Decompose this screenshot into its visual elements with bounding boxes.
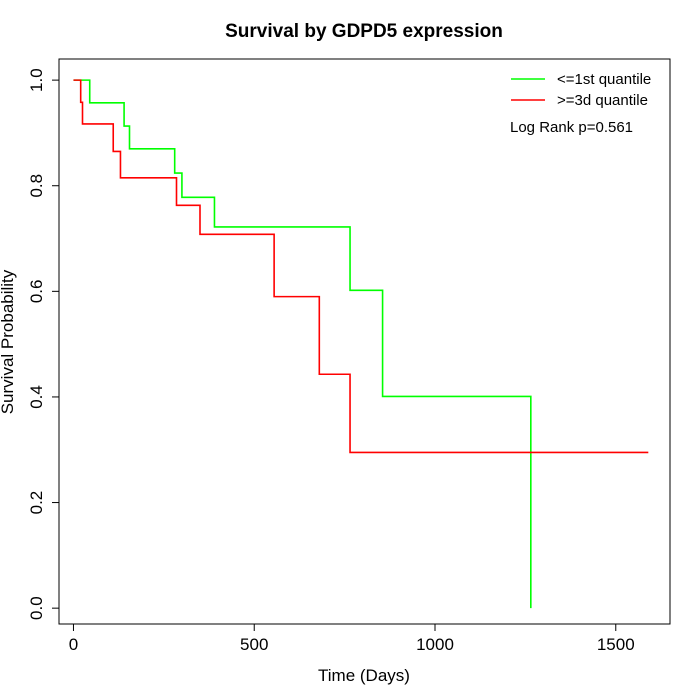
chart-title: Survival by GDPD5 expression [225,21,503,42]
y-axis: 0.0 0.2 0.4 0.6 0.8 1.0 [27,68,60,620]
legend-label-low-quantile: <=1st quantile [557,71,651,88]
x-axis: 0 500 1000 1500 [69,623,635,654]
y-tick-label: 0.4 [27,385,46,409]
series-line-low-quantile [73,79,532,609]
y-tick-label: 0.0 [27,596,46,620]
y-tick-label: 0.8 [27,174,46,198]
y-tick-label: 1.0 [27,68,46,92]
x-tick-label: 500 [240,635,268,654]
plot-frame [58,58,671,625]
x-tick-label: 1500 [597,635,635,654]
y-axis-label: Survival Probability [0,269,17,414]
y-tick-label: 0.6 [27,280,46,304]
series-line-high-quantile [73,79,649,454]
legend-label-high-quantile: >=3d quantile [557,92,648,109]
series-layer [73,79,649,609]
x-tick-label: 0 [69,635,78,654]
x-tick-label: 1000 [416,635,454,654]
x-axis-label: Time (Days) [318,666,410,685]
y-tick-label: 0.2 [27,491,46,515]
legend: <=1st quantile >=3d quantile [511,71,651,109]
log-rank-annotation: Log Rank p=0.561 [510,119,633,136]
